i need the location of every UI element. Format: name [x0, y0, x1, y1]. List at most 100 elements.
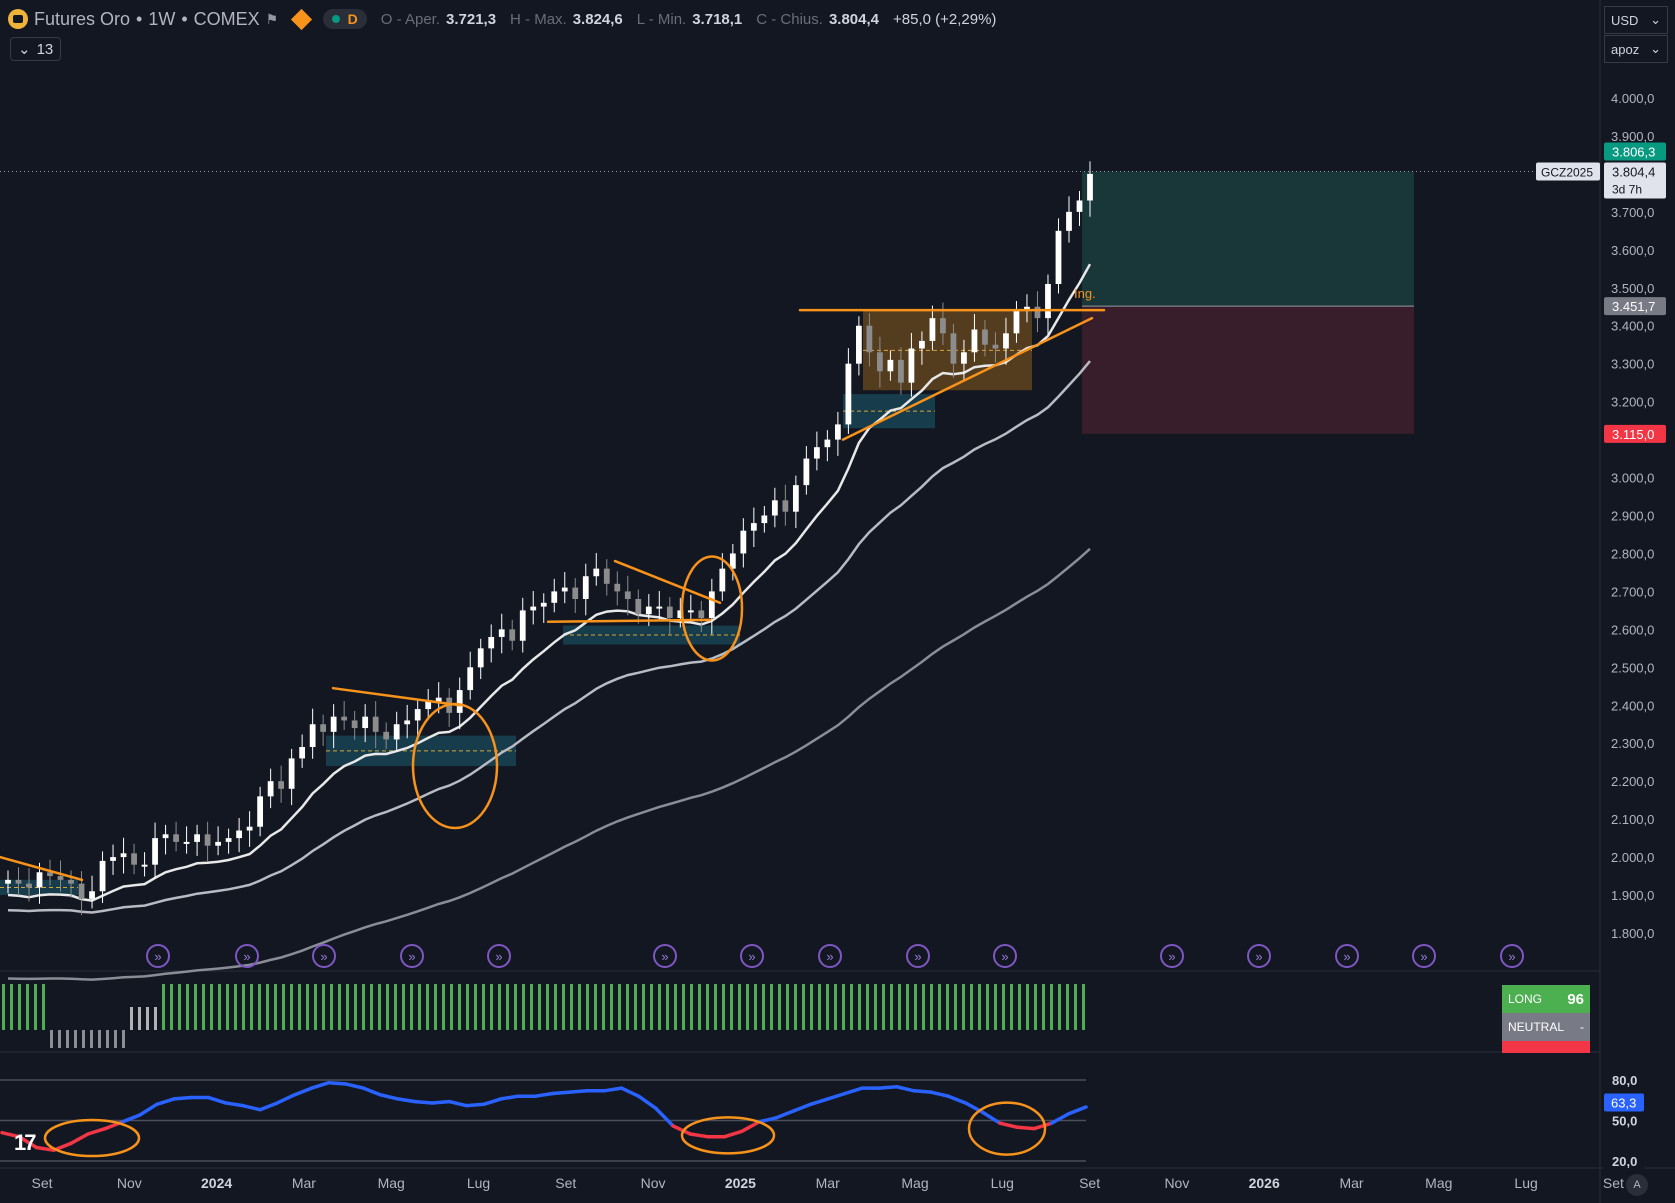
candle	[624, 575, 631, 616]
target-price-label: 3.806,3	[1612, 145, 1655, 160]
interval[interactable]: 1W	[148, 8, 176, 29]
hist-bar	[346, 984, 349, 1030]
hist-bar	[554, 984, 557, 1030]
price-tick-label: 3.200,0	[1611, 395, 1654, 410]
hist-bar	[1002, 984, 1005, 1030]
hist-bar	[106, 1030, 109, 1048]
hist-bar	[618, 984, 621, 1030]
stop-loss-zone	[1082, 306, 1414, 434]
event-marker-icon: »	[1335, 944, 1359, 968]
osc-line-segment	[688, 1132, 710, 1139]
auto-scale-button[interactable]: A	[1626, 1174, 1648, 1196]
candle-body	[761, 515, 768, 524]
hist-bar	[986, 984, 989, 1030]
candle	[729, 543, 736, 581]
osc-highlight-circle	[43, 1118, 141, 1158]
candle	[498, 613, 505, 654]
candle	[908, 332, 915, 397]
symbol-name[interactable]: Futures Oro	[34, 8, 131, 29]
candle	[36, 862, 43, 904]
candle-body	[1066, 211, 1072, 231]
candle	[750, 507, 757, 548]
event-circle	[1335, 944, 1359, 968]
candle	[257, 786, 264, 837]
event-marker-icon: »	[400, 944, 424, 968]
event-circle	[400, 944, 424, 968]
candle	[194, 824, 200, 856]
candle	[834, 411, 841, 456]
price-tick-label: 2.200,0	[1611, 774, 1654, 789]
candle-body	[1034, 306, 1041, 319]
hist-bar	[1010, 984, 1013, 1030]
hist-bar	[202, 984, 205, 1030]
price-tick-label: 3.500,0	[1611, 281, 1654, 296]
candle-body	[477, 648, 484, 668]
candle-body	[687, 610, 694, 613]
candle-body	[68, 879, 74, 884]
event-arrow: »	[320, 949, 327, 964]
hist-bar	[98, 1030, 101, 1048]
osc-line-segment	[740, 1120, 761, 1134]
hist-bar	[378, 984, 381, 1030]
hist-bar	[922, 984, 925, 1030]
event-arrow: »	[1168, 949, 1175, 964]
candle-body	[1003, 333, 1009, 349]
candle	[687, 594, 694, 623]
candle	[929, 305, 936, 351]
event-marker-icon: »	[1160, 944, 1184, 968]
candle	[845, 348, 852, 434]
candle-body	[173, 834, 179, 842]
candle	[131, 843, 137, 875]
market-status-pill[interactable]: D	[322, 9, 367, 29]
gold-logo-icon	[8, 9, 28, 29]
osc-line-segment	[327, 1080, 348, 1086]
unit-select[interactable]: apoz ⌄	[1604, 35, 1668, 63]
event-markers: » » » » » » » » » » » » » » »	[146, 944, 1524, 968]
collapse-indicators-button[interactable]: ⌄ 13	[10, 37, 62, 61]
flag-icon[interactable]: ⚑	[265, 11, 279, 27]
candle	[540, 593, 547, 623]
candle-body	[919, 340, 925, 349]
osc-tick-bg	[1604, 1152, 1644, 1170]
hist-bar	[322, 984, 325, 1030]
candle-body	[162, 834, 169, 839]
hist-bar	[842, 984, 845, 1030]
hist-bar	[498, 984, 501, 1030]
hist-bar	[962, 984, 965, 1030]
candle	[698, 600, 705, 633]
candle-body	[824, 439, 831, 448]
candle	[1034, 291, 1041, 333]
osc-line-segment	[447, 1099, 469, 1108]
candle-body	[131, 853, 137, 865]
hist-bar	[802, 984, 805, 1030]
candle-body	[320, 724, 327, 732]
candle-body	[15, 879, 22, 884]
time-tick-label: Lug	[467, 1175, 490, 1191]
hist-bar	[698, 984, 701, 1030]
candle	[551, 578, 558, 613]
osc-line-segment	[413, 1099, 434, 1105]
hist-bar	[130, 1007, 133, 1030]
candle	[215, 826, 221, 856]
hist-bar	[938, 984, 941, 1030]
osc-line-segment	[636, 1094, 658, 1111]
currency-select[interactable]: USD ⌄	[1604, 6, 1668, 34]
osc-line-segment	[894, 1085, 916, 1093]
price-tick-label: 2.400,0	[1611, 698, 1654, 713]
take-profit-zone	[1082, 171, 1414, 307]
tradingview-logo-icon[interactable]: 17	[14, 1130, 37, 1155]
osc-line-segment	[69, 1132, 90, 1146]
time-tick-label: Set	[1079, 1175, 1100, 1191]
candle	[267, 768, 274, 809]
candle-body	[961, 352, 967, 364]
osc-line-segment	[946, 1094, 968, 1105]
hist-bar	[1050, 984, 1053, 1030]
candle	[362, 704, 369, 743]
diamond-icon[interactable]	[290, 8, 312, 30]
hist-bar	[330, 984, 333, 1030]
hist-bar	[770, 984, 773, 1030]
hist-bar	[570, 984, 573, 1030]
candle-body	[47, 872, 53, 877]
candle	[467, 651, 474, 700]
